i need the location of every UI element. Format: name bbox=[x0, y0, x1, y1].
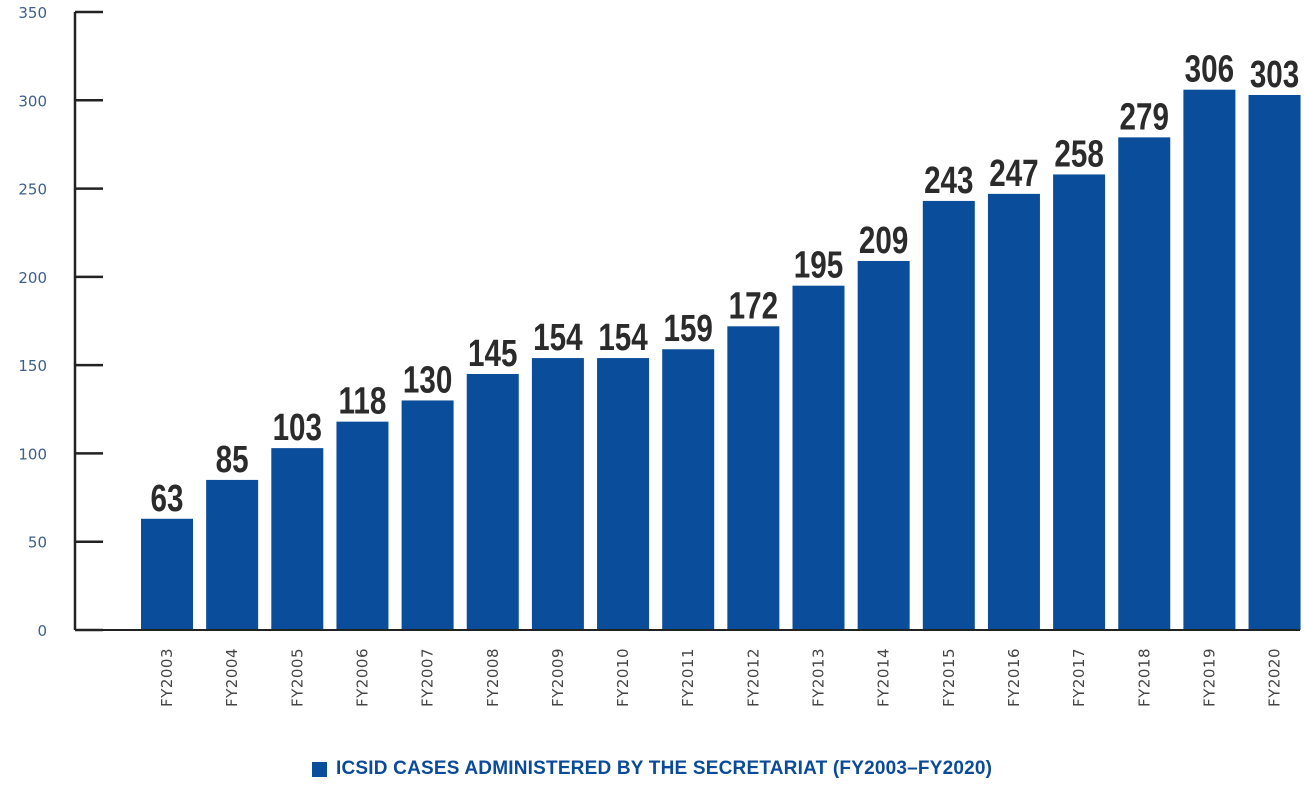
bar-fy2005 bbox=[271, 448, 324, 630]
bar-fy2012 bbox=[727, 326, 780, 630]
value-label-fy2017: 258 bbox=[1054, 133, 1103, 175]
x-tick-label: FY2013 bbox=[810, 648, 828, 707]
x-tick-label: FY2009 bbox=[549, 648, 567, 707]
bar-fy2008 bbox=[466, 373, 519, 630]
y-tick-label: 250 bbox=[18, 181, 47, 199]
value-labels: 63 85 103 118 130 145 154 154 159 172 195 209 243 247… bbox=[151, 48, 1300, 519]
bar-fy2015 bbox=[922, 200, 975, 630]
y-tick-label: 300 bbox=[18, 92, 47, 110]
x-tick-label: FY2006 bbox=[353, 648, 371, 707]
legend-swatch bbox=[312, 761, 327, 777]
value-label-fy2009: 154 bbox=[533, 317, 582, 359]
value-label-fy2006: 118 bbox=[339, 380, 387, 422]
x-axis-labels: FY2003 FY2004 FY2005 FY2006 FY2007 FY2008 FY20… bbox=[158, 648, 1284, 707]
legend: ICSID CASES ADMINISTERED BY THE SECRETAR… bbox=[312, 758, 992, 780]
bar-fy2009 bbox=[531, 358, 584, 630]
y-tick-label: 100 bbox=[18, 445, 47, 463]
bar-fy2011 bbox=[662, 349, 715, 630]
value-label-fy2005: 103 bbox=[273, 407, 322, 449]
y-axis: 0 50 100 150 200 250 300 350 bbox=[18, 4, 103, 640]
bar-fy2006 bbox=[336, 421, 389, 630]
bar-fy2003 bbox=[141, 518, 193, 630]
legend-label: ICSID CASES ADMINISTERED BY THE SECRETAR… bbox=[336, 758, 993, 779]
bar-fy2004 bbox=[206, 479, 259, 630]
x-tick-label: FY2015 bbox=[940, 648, 958, 707]
x-tick-label: FY2017 bbox=[1070, 648, 1088, 707]
y-tick-label: 150 bbox=[18, 357, 47, 375]
x-tick-label: FY2010 bbox=[614, 648, 632, 707]
bar-fy2016 bbox=[987, 193, 1040, 630]
value-label-fy2003: 63 bbox=[151, 477, 184, 519]
value-label-fy2010: 154 bbox=[598, 317, 647, 359]
bar-fy2018 bbox=[1118, 137, 1171, 630]
x-tick-label: FY2018 bbox=[1135, 648, 1153, 707]
value-label-fy2018: 279 bbox=[1120, 96, 1169, 138]
bar-fy2020 bbox=[1248, 94, 1301, 630]
x-tick-label: FY2008 bbox=[484, 648, 502, 707]
x-tick-label: FY2005 bbox=[288, 648, 306, 707]
value-label-fy2016: 247 bbox=[989, 152, 1038, 194]
x-tick-label: FY2014 bbox=[875, 648, 893, 707]
value-label-fy2019: 306 bbox=[1185, 48, 1234, 90]
y-tick-label: 200 bbox=[18, 269, 47, 287]
value-label-fy2013: 195 bbox=[794, 244, 843, 286]
x-tick-label: FY2007 bbox=[419, 648, 437, 707]
value-label-fy2007: 130 bbox=[403, 359, 452, 401]
x-tick-label: FY2020 bbox=[1266, 648, 1284, 707]
x-tick-label: FY2012 bbox=[744, 648, 762, 707]
value-label-fy2011: 159 bbox=[663, 308, 712, 350]
bars bbox=[141, 89, 1301, 631]
value-label-fy2020: 303 bbox=[1250, 54, 1299, 96]
value-label-fy2004: 85 bbox=[216, 438, 249, 480]
bar-fy2013 bbox=[792, 285, 845, 630]
y-tick-label: 50 bbox=[28, 534, 47, 552]
y-tick-label: 0 bbox=[37, 622, 47, 640]
x-tick-label: FY2004 bbox=[223, 648, 241, 707]
value-label-fy2012: 172 bbox=[729, 285, 778, 327]
bar-fy2010 bbox=[597, 358, 650, 630]
x-tick-label: FY2019 bbox=[1200, 648, 1218, 707]
x-tick-label: FY2016 bbox=[1005, 648, 1023, 707]
bar-fy2014 bbox=[857, 260, 910, 630]
value-label-fy2014: 209 bbox=[859, 220, 908, 262]
bar-fy2007 bbox=[401, 400, 454, 630]
x-tick-label: FY2003 bbox=[158, 648, 176, 707]
value-label-fy2008: 145 bbox=[468, 333, 517, 375]
bar-fy2017 bbox=[1053, 174, 1106, 630]
x-tick-label: FY2011 bbox=[679, 648, 697, 707]
y-tick-label: 350 bbox=[18, 4, 47, 22]
bar-fy2019 bbox=[1183, 89, 1236, 631]
value-label-fy2015: 243 bbox=[924, 159, 973, 201]
